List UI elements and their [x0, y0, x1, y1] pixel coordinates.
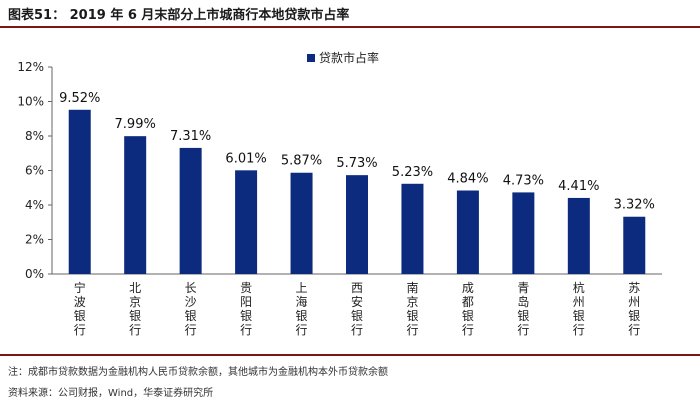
figure-title: 图表51： 2019 年 6 月末部分上市城商行本地贷款市占率 [8, 8, 350, 23]
x-tick-label: 青岛银行 [517, 281, 529, 337]
y-tick-label: 0% [25, 267, 44, 281]
data-label: 5.23% [392, 165, 433, 180]
x-tick-label: 苏州银行 [628, 281, 640, 337]
y-tick-label: 12% [17, 60, 44, 74]
legend-label: 贷款市占率 [319, 50, 379, 65]
x-tick-label: 成都银行 [462, 281, 474, 337]
bar-chart: 0% 2% 4% 6% 8% 10% 12% 贷款市占率 9.52% 宁波银行 7.99% 北京银行 7… [17, 50, 662, 337]
data-label: 4.41% [558, 179, 599, 194]
bar [401, 183, 424, 274]
bar [235, 170, 258, 274]
bar [512, 192, 535, 274]
x-tick-label: 宁波银行 [74, 280, 86, 337]
data-label: 7.99% [115, 117, 156, 132]
bar [68, 109, 91, 274]
bar [124, 136, 147, 274]
y-tick-label: 8% [25, 129, 44, 143]
bar [346, 175, 368, 274]
top-rule [0, 26, 700, 28]
footnote: 注：成都市贷款数据为金融机构人民币贷款余额，其他城市为金融机构本外币贷款余额 [8, 367, 388, 378]
data-label: 5.87% [281, 154, 322, 169]
data-label: 5.73% [336, 156, 377, 171]
legend-swatch [307, 54, 315, 62]
data-label: 7.31% [170, 129, 211, 144]
x-tick-label: 北京银行 [129, 281, 141, 337]
y-tick-label: 10% [17, 95, 44, 109]
y-tick-label: 2% [25, 233, 44, 247]
x-tick-label: 西安银行 [351, 281, 363, 337]
y-tick-label: 6% [25, 164, 44, 178]
y-tick-label: 4% [25, 198, 44, 212]
bar [290, 172, 313, 274]
data-label: 4.84% [447, 172, 488, 187]
data-label: 4.73% [503, 173, 544, 188]
bottom-rule [0, 354, 700, 356]
data-label: 6.01% [225, 151, 266, 166]
x-tick-label: 杭州银行 [573, 280, 585, 337]
source-note: 资料来源：公司财报，Wind，华泰证券研究所 [8, 388, 214, 399]
data-label: 3.32% [614, 198, 655, 213]
x-tick-label: 南京银行 [406, 280, 418, 337]
bar [567, 197, 590, 274]
x-tick-label: 贵阳银行 [240, 281, 252, 337]
bar [179, 147, 202, 274]
bar [623, 216, 646, 274]
bar [456, 190, 479, 274]
x-tick-label: 长沙银行 [185, 281, 197, 337]
x-tick-label: 上海银行 [296, 281, 308, 337]
data-label: 9.52% [59, 91, 100, 106]
